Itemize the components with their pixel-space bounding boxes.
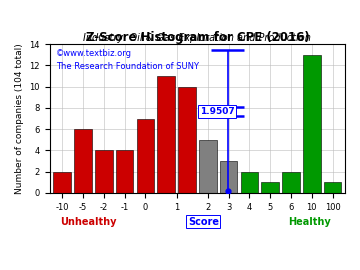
Bar bbox=[157, 76, 175, 193]
Bar bbox=[324, 182, 341, 193]
Bar bbox=[95, 150, 113, 193]
Text: Score: Score bbox=[188, 217, 219, 227]
Text: Industry: Oil & Gas Exploration and Production: Industry: Oil & Gas Exploration and Prod… bbox=[84, 33, 311, 43]
Y-axis label: Number of companies (104 total): Number of companies (104 total) bbox=[15, 43, 24, 194]
Bar bbox=[282, 172, 300, 193]
Bar bbox=[303, 55, 320, 193]
Bar bbox=[240, 172, 258, 193]
Text: ©www.textbiz.org: ©www.textbiz.org bbox=[56, 49, 132, 58]
Text: Unhealthy: Unhealthy bbox=[60, 217, 116, 227]
Bar bbox=[136, 119, 154, 193]
Bar bbox=[220, 161, 237, 193]
Bar bbox=[116, 150, 134, 193]
Bar bbox=[199, 140, 217, 193]
Text: 1.9507: 1.9507 bbox=[200, 107, 234, 116]
Text: The Research Foundation of SUNY: The Research Foundation of SUNY bbox=[56, 62, 199, 71]
Bar bbox=[74, 129, 92, 193]
Title: Z-Score Histogram for CPE (2016): Z-Score Histogram for CPE (2016) bbox=[86, 31, 309, 44]
Text: Healthy: Healthy bbox=[288, 217, 331, 227]
Bar bbox=[261, 182, 279, 193]
Bar bbox=[53, 172, 71, 193]
Bar bbox=[178, 87, 196, 193]
